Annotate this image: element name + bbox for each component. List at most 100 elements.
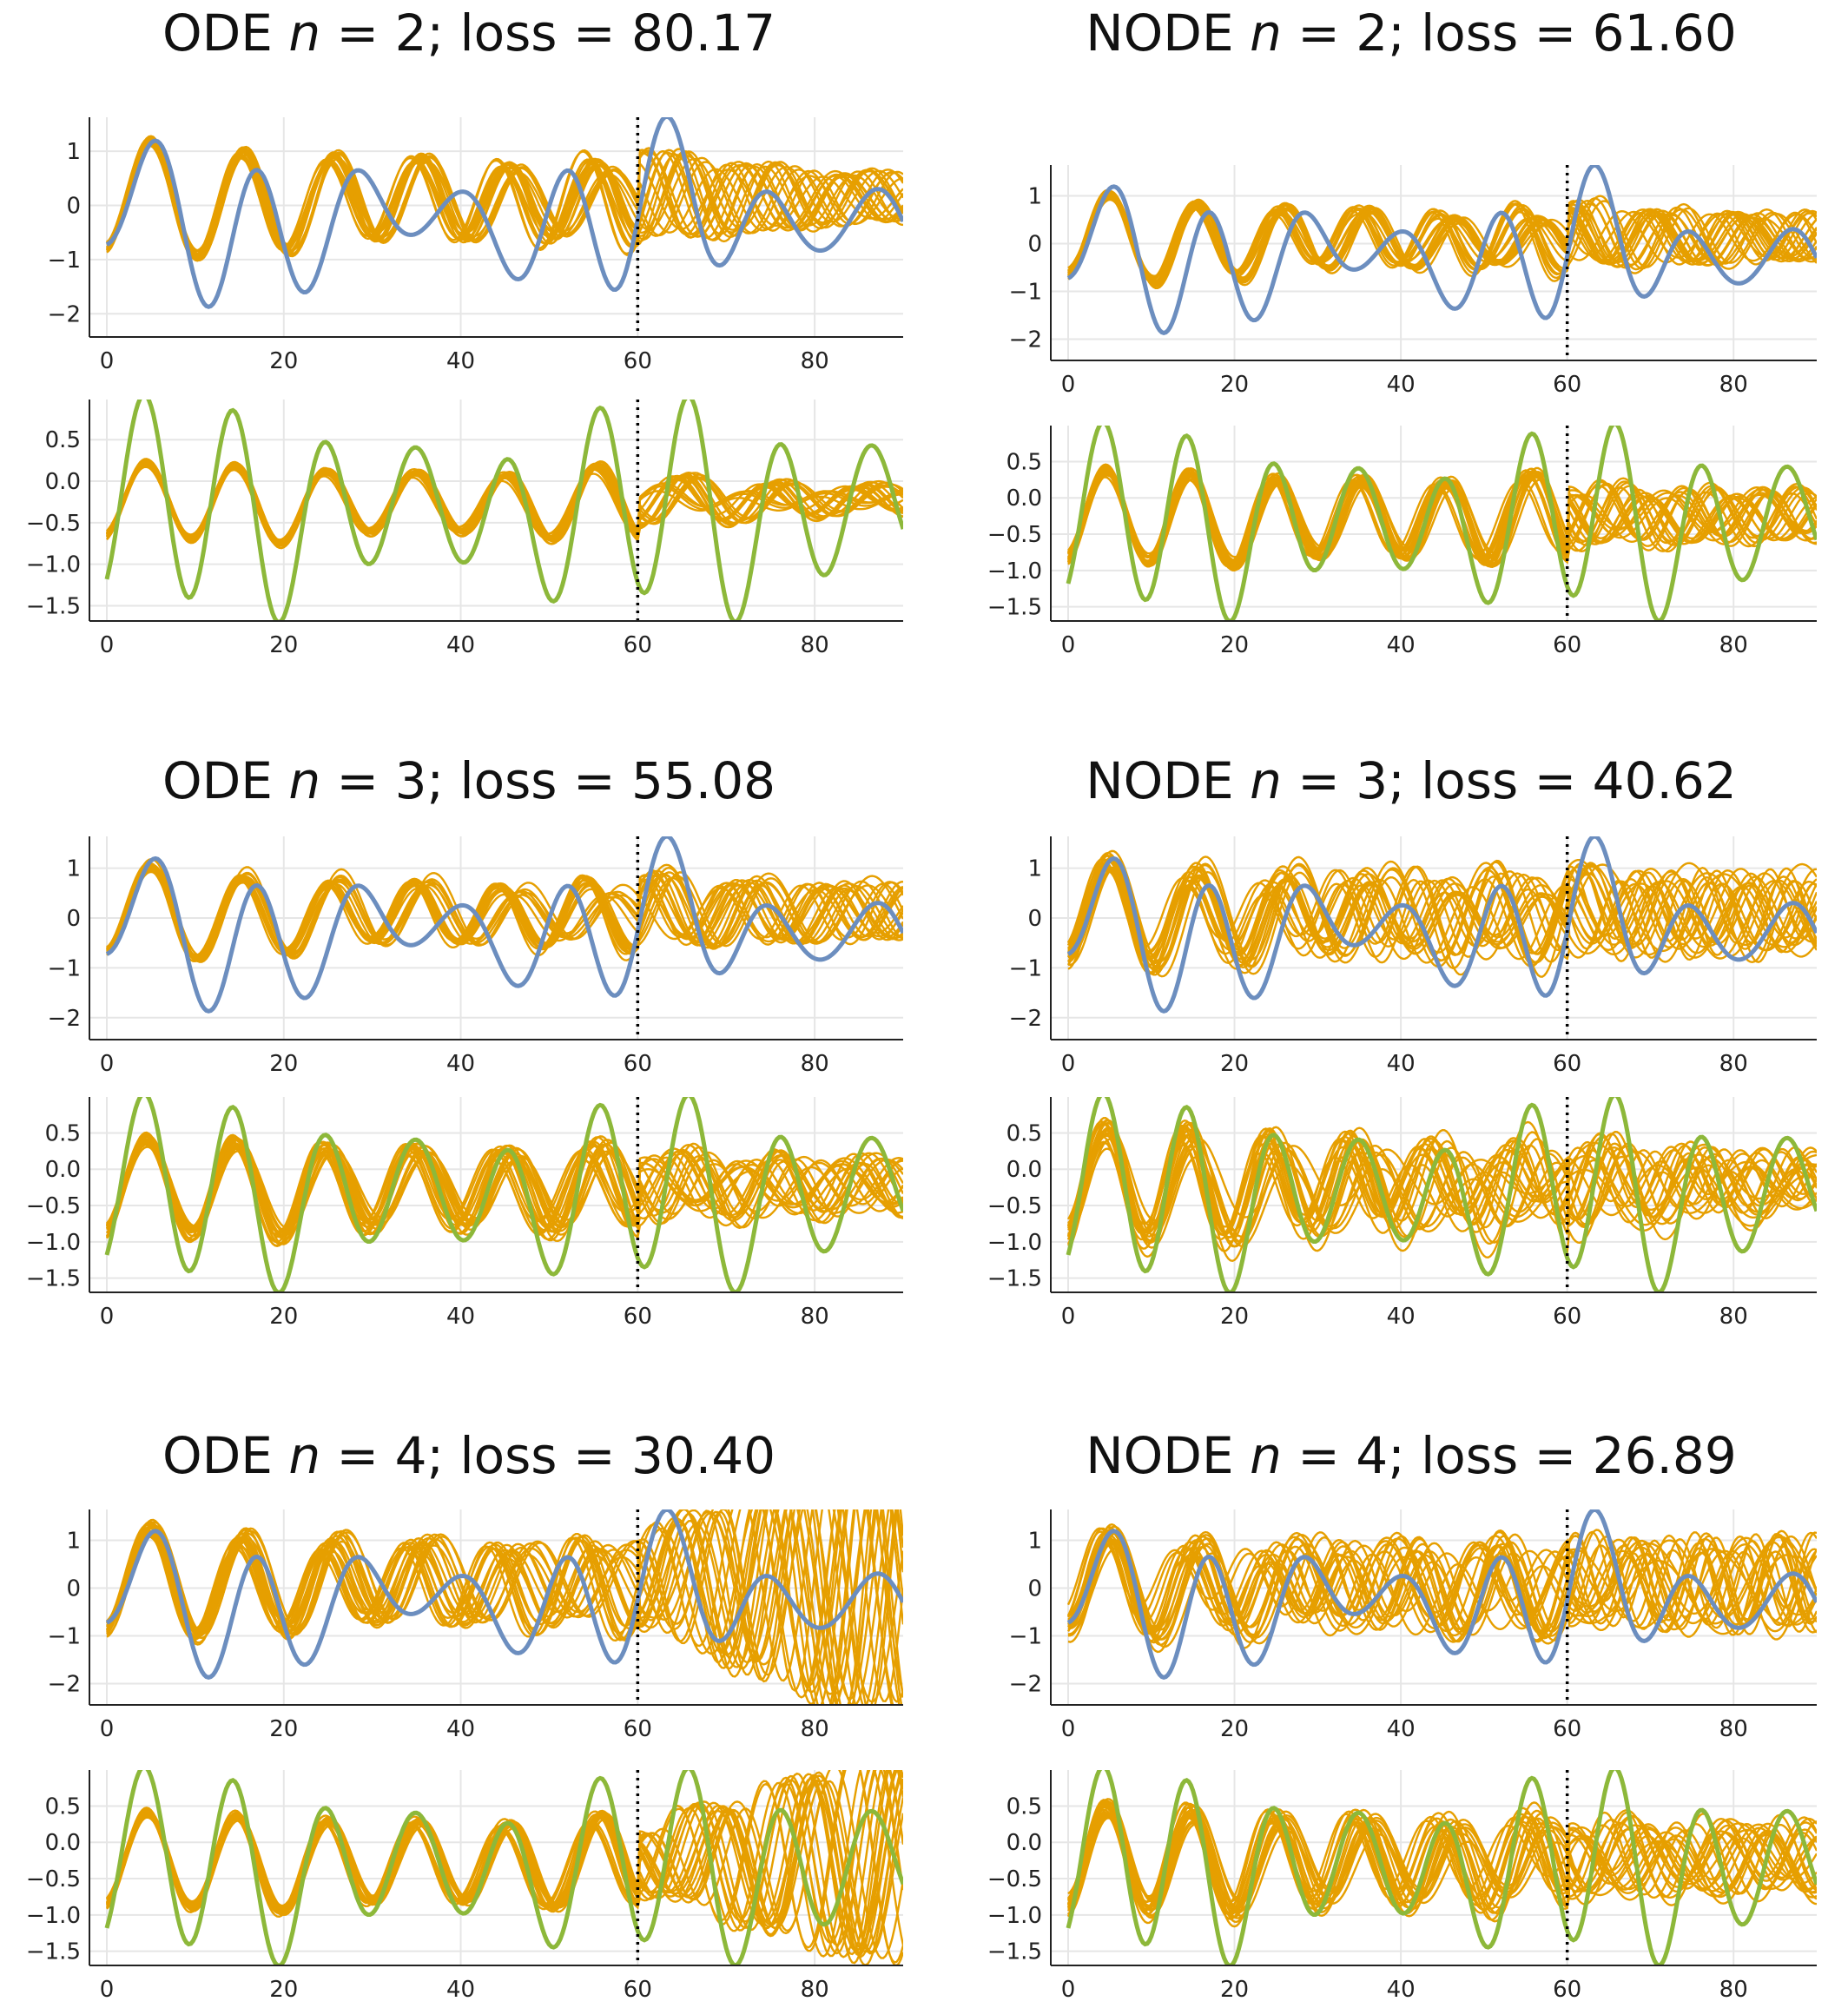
x-tick-label: 40	[1387, 1304, 1416, 1330]
ensemble-trajectory	[106, 868, 903, 957]
ensemble-trajectory	[1066, 1120, 1817, 1236]
y-tick-label: 0	[66, 194, 81, 220]
plot-panel-y: 0 20 40 60 80 1 0 −1 −2	[48, 1509, 903, 1742]
y-tick-label: 0.5	[1006, 449, 1042, 475]
ensemble-trajectory	[1067, 198, 1817, 285]
y-tick-label: −2	[48, 301, 81, 327]
x-tick-label: 40	[446, 348, 475, 374]
x-tick-label: 60	[1553, 1304, 1581, 1330]
x-tick-label: 0	[100, 348, 115, 374]
y-tick-label: −1.0	[26, 552, 81, 578]
observed-series-z	[1066, 1770, 1817, 1965]
ensemble-trajectory	[106, 1509, 878, 1705]
y-tick-label: −0.5	[987, 522, 1042, 548]
y-tick-label: −0.5	[26, 1193, 81, 1219]
y-tick-label: −1.0	[987, 1230, 1042, 1256]
y-tick-label: −1.5	[987, 595, 1042, 621]
x-tick-label: 0	[1061, 1716, 1076, 1742]
x-tick-label: 20	[269, 1977, 298, 2003]
y-tick-label: −1	[48, 1624, 81, 1650]
y-tick-label: 0	[1027, 232, 1042, 258]
ensemble-trajectory	[1067, 1813, 1817, 1912]
ensemble-trajectory	[1067, 188, 1817, 281]
ensemble-trajectory	[106, 459, 903, 543]
y-tick-label: −2	[1009, 1006, 1042, 1032]
observed-series-z	[104, 1097, 903, 1292]
plot-panel-z: 0 20 40 60 80 0.5 0.0 −0.5 −1.0 −1.5	[987, 426, 1817, 658]
chart-title: ODE n = 4; loss = 30.40	[162, 1426, 776, 1485]
y-tick-label: −1.5	[987, 1939, 1042, 1965]
x-tick-label: 80	[1719, 632, 1748, 658]
ensemble-trajectory	[1067, 1540, 1817, 1638]
x-tick-label: 40	[446, 1304, 475, 1330]
y-tick-label: 0.5	[45, 1120, 81, 1146]
x-tick-label: 0	[100, 1716, 115, 1742]
x-tick-label: 60	[624, 348, 652, 374]
plot-panel-y: 0 20 40 60 80 1 0 −1 −2	[48, 117, 903, 374]
observed-series-y	[1066, 165, 1817, 336]
x-tick-label: 60	[624, 632, 652, 658]
chart-title: ODE n = 3; loss = 55.08	[162, 751, 776, 810]
ensemble-trajectory	[106, 142, 903, 256]
x-tick-label: 60	[1553, 1051, 1581, 1077]
x-tick-label: 0	[100, 1304, 115, 1330]
y-tick-label: −0.5	[26, 511, 81, 537]
ensemble-trajectory	[106, 466, 903, 547]
x-tick-label: 40	[1387, 1977, 1416, 2003]
ensemble-trajectory	[1067, 1537, 1817, 1641]
plot-panel-z: 0 20 40 60 80 0.5 0.0 −0.5 −1.0 −1.5	[987, 1097, 1817, 1330]
x-tick-label: 80	[801, 1051, 829, 1077]
y-tick-label: 0	[1027, 1576, 1042, 1602]
plot-panel-z: 0 20 40 60 80 0.5 0.0 −0.5 −1.0 −1.5	[987, 1770, 1817, 2003]
ensemble-trajectory	[106, 139, 903, 260]
y-tick-label: −1	[1009, 955, 1042, 981]
chart-title: NODE n = 4; loss = 26.89	[1086, 1426, 1736, 1485]
x-tick-label: 80	[801, 1304, 829, 1330]
ensemble-trajectory	[106, 462, 903, 545]
ensemble-trajectory	[1067, 195, 1817, 287]
x-tick-label: 0	[100, 632, 115, 658]
x-tick-label: 80	[1719, 372, 1748, 398]
x-tick-label: 60	[1553, 1977, 1581, 2003]
x-tick-label: 20	[269, 1051, 298, 1077]
y-tick-label: 1	[1027, 184, 1042, 210]
ensemble-trajectory	[106, 144, 903, 252]
x-tick-label: 40	[1387, 1716, 1416, 1742]
ensemble-trajectory	[106, 136, 903, 260]
ensemble-trajectory	[106, 136, 903, 262]
y-tick-label: 0.0	[1006, 1157, 1042, 1183]
x-tick-label: 80	[801, 348, 829, 374]
y-tick-label: −2	[48, 1672, 81, 1698]
x-tick-label: 80	[1719, 1716, 1748, 1742]
observed-series-z	[104, 1770, 903, 1965]
y-tick-label: 0.5	[45, 1793, 81, 1820]
y-tick-label: −1.0	[26, 1903, 81, 1929]
chart-title: NODE n = 3; loss = 40.62	[1086, 751, 1736, 810]
plot-panel-z: 0 20 40 60 80 0.5 0.0 −0.5 −1.0 −1.5	[26, 1097, 903, 1330]
y-tick-label: 0.5	[1006, 1120, 1042, 1146]
observed-series-y	[1066, 1509, 1817, 1681]
x-tick-label: 20	[1220, 1716, 1249, 1742]
y-tick-label: 0.0	[45, 469, 81, 495]
x-tick-label: 20	[1220, 1051, 1249, 1077]
x-tick-label: 40	[446, 1716, 475, 1742]
ensemble-trajectory	[1066, 858, 1817, 957]
y-tick-label: −2	[48, 1006, 81, 1032]
ensemble-trajectory	[1066, 1121, 1817, 1228]
y-tick-label: 1	[66, 856, 81, 882]
ensemble-trajectory	[1066, 1803, 1817, 1912]
observed-series-y	[105, 1509, 903, 1681]
x-tick-label: 80	[1719, 1051, 1748, 1077]
y-tick-label: −1.0	[26, 1230, 81, 1256]
y-tick-label: 0.5	[45, 427, 81, 453]
x-tick-label: 40	[1387, 1051, 1416, 1077]
y-tick-label: 0	[66, 1576, 81, 1602]
x-tick-label: 0	[1061, 632, 1076, 658]
observed-series-y	[105, 117, 903, 309]
y-tick-label: −1.5	[26, 1939, 81, 1965]
y-tick-label: 0.0	[45, 1830, 81, 1856]
y-tick-label: 0	[1027, 906, 1042, 932]
ensemble-trajectory	[106, 136, 903, 259]
y-tick-label: 1	[1027, 1529, 1042, 1555]
